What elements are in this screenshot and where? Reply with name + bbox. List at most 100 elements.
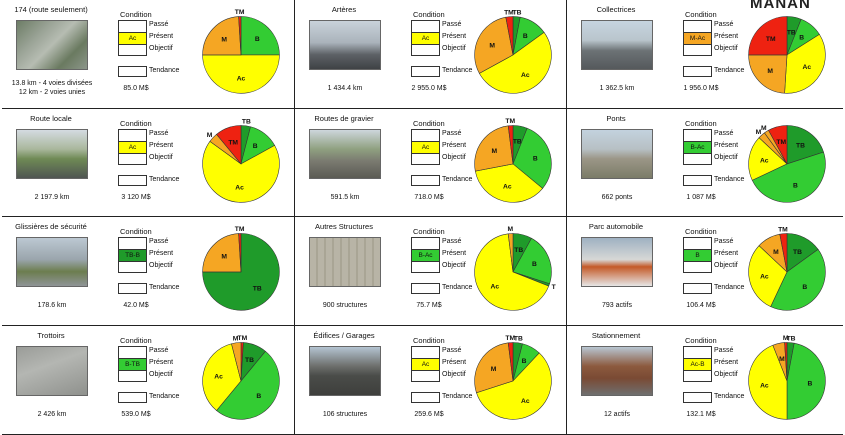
pie-slice-ac [748,344,788,420]
condition-objectif-cell [119,45,146,57]
condition-rating-box: M-Ac [683,20,712,56]
condition-present-cell: Ac-B [684,359,711,371]
label-present: Présent [714,250,739,257]
pie-label: Ac [237,75,246,82]
condition-row-labels: Passé Présent Objectif [149,19,173,55]
label-present: Présent [149,142,174,149]
trend-box [683,283,712,294]
condition-heading: Condition [120,119,152,128]
arterial-road-photo [309,20,381,70]
trend-box [411,392,440,403]
condition-rating-box: B [683,237,712,273]
pie-label: B [256,393,261,400]
condition-heading: Condition [120,10,152,19]
local-road-photo [16,129,88,179]
sidewalk-photo [16,346,88,396]
condition-passe-cell [412,130,439,142]
condition-row-labels: Passé Présent Objectif [442,128,466,164]
label-present: Présent [714,359,739,366]
condition-passe-cell [684,238,711,250]
condition-present-cell: Ac [412,359,439,371]
pie-label: M [491,366,497,373]
pie-label: B [533,156,538,163]
asset-title: Glissières de sécurité [15,222,87,231]
condition-passe-cell [119,347,146,359]
trend-label: Tendance [149,284,180,291]
asset-title: Route locale [30,114,72,123]
pie-slice-m [474,342,514,394]
pie-label: TB [793,249,802,256]
condition-heading: Condition [120,336,152,345]
condition-rating-box: TB-B [118,237,147,273]
condition-present-cell: TB-B [119,250,146,262]
pie-slice-tm [779,233,788,272]
replacement-value: 85.0 M$ [123,85,149,92]
pie-slice-b [216,350,280,420]
label-passe: Passé [149,238,169,245]
asset-panel-174-route-seulement: 174 (route seulement) 13.8 km - 4 voies d… [2,0,295,109]
condition-heading: Condition [413,10,445,19]
condition-heading: Condition [685,227,717,236]
condition-rating-box: Ac-B [683,346,712,382]
condition-passe-cell [684,130,711,142]
asset-quantity: 1 434.4 km [327,85,363,92]
label-objectif: Objectif [714,371,738,378]
pie-label: M [761,125,767,132]
condition-row-labels: Passé Présent Objectif [714,128,738,164]
pie-slice-m [474,125,514,172]
bridge-photo [581,129,653,179]
condition-present-cell: B-Ac [684,142,711,154]
asset-quantity: 106 structures [322,411,368,418]
label-present: Présent [442,250,467,257]
label-present: Présent [714,33,739,40]
pie-label: M [221,37,227,44]
pie-label: TB [514,335,523,342]
pie-label: TB [514,247,523,254]
label-objectif: Objectif [714,154,738,161]
asset-quantity: 2 426 km [37,411,67,418]
garage-building-photo [309,346,381,396]
condition-row-labels: Passé Présent Objectif [442,345,466,381]
label-passe: Passé [714,238,734,245]
trend-label: Tendance [442,176,473,183]
pie-label: TB [253,286,262,293]
pie-slice-ac [478,31,552,94]
replacement-value: 3 120 M$ [121,194,151,201]
label-objectif: Objectif [149,371,173,378]
condition-heading: Condition [413,227,445,236]
pie-slice-m [231,342,242,381]
asset-title: Trottoirs [37,331,65,340]
asset-quantity: 591.5 km [330,194,360,201]
condition-pie-chart: TB B Ac MM TM [748,125,826,203]
condition-passe-cell [412,238,439,250]
condition-objectif-cell [412,45,439,57]
asset-quantity: 178.6 km [37,302,67,309]
asset-quantity: 13.8 km - 4 voies divisées 12 km - 2 voi… [11,80,93,96]
trend-label: Tendance [149,176,180,183]
pie-label: B [255,36,260,43]
asset-title: Édifices / Garages [313,331,375,340]
condition-rating-box: Ac [118,20,147,56]
asset-panel-route-locale: Route locale 2 197.9 km Condition Ac Passé Pr… [2,109,295,217]
condition-row-labels: Passé Présent Objectif [442,19,466,55]
pie-slice-ac [474,163,543,203]
pie-label: Ac [503,184,512,191]
trend-box [118,392,147,403]
condition-rating-box: Ac [411,20,440,56]
pie-slice-b [240,16,280,56]
pie-label: TB [245,357,254,364]
condition-pie-chart: TB B Ac M M [748,335,826,420]
asset-title: Ponts [606,114,626,123]
label-present: Présent [149,359,174,366]
condition-pie-chart: TM TB B Ac M [202,335,280,420]
label-passe: Passé [442,347,462,354]
label-objectif: Objectif [149,262,173,269]
condition-pie-chart: TB M TM [202,226,280,311]
pie-label: M [756,129,762,136]
pie-label: Ac [760,158,769,165]
highway-interchange-photo [16,20,88,70]
asset-quantity: 793 actifs [602,302,632,309]
label-objectif: Objectif [442,371,466,378]
